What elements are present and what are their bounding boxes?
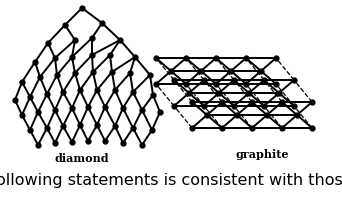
Text: graphite: graphite xyxy=(235,149,289,161)
Text: diamond: diamond xyxy=(55,152,109,164)
Text: ollowing statements is consistent with those: ollowing statements is consistent with t… xyxy=(0,172,342,188)
